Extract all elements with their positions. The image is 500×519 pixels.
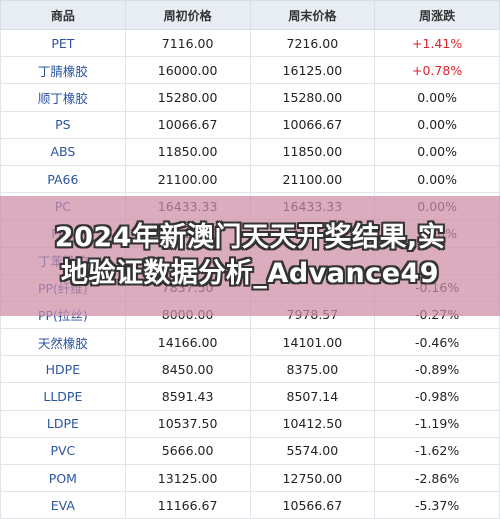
banner-line: 地验证数据分析_Advance49 <box>60 258 440 289</box>
product-cell: LDPE <box>0 409 126 438</box>
value-cell: -1.19% <box>374 409 500 438</box>
value-cell: 10537.50 <box>124 409 251 438</box>
product-cell: POM <box>0 463 126 493</box>
header-cell: 商品 <box>0 0 126 30</box>
product-cell: PVC <box>0 436 126 466</box>
value-cell: 15280.00 <box>249 83 376 112</box>
value-cell: 5666.00 <box>124 436 251 466</box>
product-cell: HDPE <box>0 355 126 384</box>
product-cell: 顺丁橡胶 <box>0 83 126 112</box>
value-cell: 8507.14 <box>249 382 376 411</box>
banner-line: 2024年新澳门天天开奖结果,实 <box>54 222 446 253</box>
value-cell: 11850.00 <box>249 137 376 166</box>
value-cell: -0.98% <box>374 382 500 411</box>
product-cell: 丁腈橡胶 <box>0 56 126 85</box>
product-cell: PET <box>0 28 126 58</box>
value-cell: -5.37% <box>374 491 500 519</box>
table-row: ABS 11850.00 11850.00 0.00% <box>0 137 500 166</box>
product-cell: EVA <box>0 491 126 519</box>
product-cell: PS <box>0 110 126 139</box>
value-cell: 21100.00 <box>249 164 376 194</box>
table-row: LLDPE 8591.43 8507.14 -0.98% <box>0 382 500 411</box>
product-cell: ABS <box>0 137 126 166</box>
value-cell: 10412.50 <box>249 409 376 438</box>
table-row: EVA 11166.67 10566.67 -5.37% <box>0 491 500 519</box>
header-cell: 周末价格 <box>249 0 376 30</box>
value-cell: 15280.00 <box>124 83 251 112</box>
value-cell: -1.62% <box>374 436 500 466</box>
value-cell: 10566.67 <box>249 491 376 519</box>
value-cell: 10066.67 <box>249 110 376 139</box>
product-cell: 天然橡胶 <box>0 328 126 357</box>
value-cell: 14166.00 <box>124 328 251 357</box>
product-cell: PA66 <box>0 164 126 194</box>
header-cell: 周初价格 <box>124 0 251 30</box>
value-cell: 0.00% <box>374 164 500 194</box>
value-cell: 0.00% <box>374 110 500 139</box>
product-cell: LLDPE <box>0 382 126 411</box>
value-cell: -0.46% <box>374 328 500 357</box>
value-cell: 7216.00 <box>249 28 376 58</box>
table-row: PA66 21100.00 21100.00 0.00% <box>0 164 500 194</box>
table-row: PVC 5666.00 5574.00 -1.62% <box>0 436 500 466</box>
value-cell: 8375.00 <box>249 355 376 384</box>
table-row: LDPE 10537.50 10412.50 -1.19% <box>0 409 500 438</box>
table-row: 天然橡胶 14166.00 14101.00 -0.46% <box>0 328 500 357</box>
value-cell: 8591.43 <box>124 382 251 411</box>
value-cell: 21100.00 <box>124 164 251 194</box>
overlay-banner: 2024年新澳门天天开奖结果,实 地验证数据分析_Advance49 <box>0 196 500 316</box>
value-cell: 10066.67 <box>124 110 251 139</box>
table-row: PS 10066.67 10066.67 0.00% <box>0 110 500 139</box>
value-cell: 5574.00 <box>249 436 376 466</box>
header-cell: 周涨跌 <box>374 0 500 30</box>
table-row: POM 13125.00 12750.00 -2.86% <box>0 463 500 493</box>
value-cell: -2.86% <box>374 463 500 493</box>
value-cell: 11850.00 <box>124 137 251 166</box>
table-row: PET 7116.00 7216.00 +1.41% <box>0 28 500 58</box>
table-row: 丁腈橡胶 16000.00 16125.00 +0.78% <box>0 56 500 85</box>
value-cell: 13125.00 <box>124 463 251 493</box>
value-cell: +0.78% <box>374 56 500 85</box>
value-cell: 16000.00 <box>124 56 251 85</box>
value-cell: -0.89% <box>374 355 500 384</box>
table-row: HDPE 8450.00 8375.00 -0.89% <box>0 355 500 384</box>
table-row: 顺丁橡胶 15280.00 15280.00 0.00% <box>0 83 500 112</box>
value-cell: 14101.00 <box>249 328 376 357</box>
value-cell: 0.00% <box>374 137 500 166</box>
header-row: 商品 周初价格 周末价格 周涨跌 <box>0 0 500 30</box>
value-cell: 7116.00 <box>124 28 251 58</box>
value-cell: 16125.00 <box>249 56 376 85</box>
value-cell: 8450.00 <box>124 355 251 384</box>
value-cell: 0.00% <box>374 83 500 112</box>
value-cell: 12750.00 <box>249 463 376 493</box>
value-cell: +1.41% <box>374 28 500 58</box>
